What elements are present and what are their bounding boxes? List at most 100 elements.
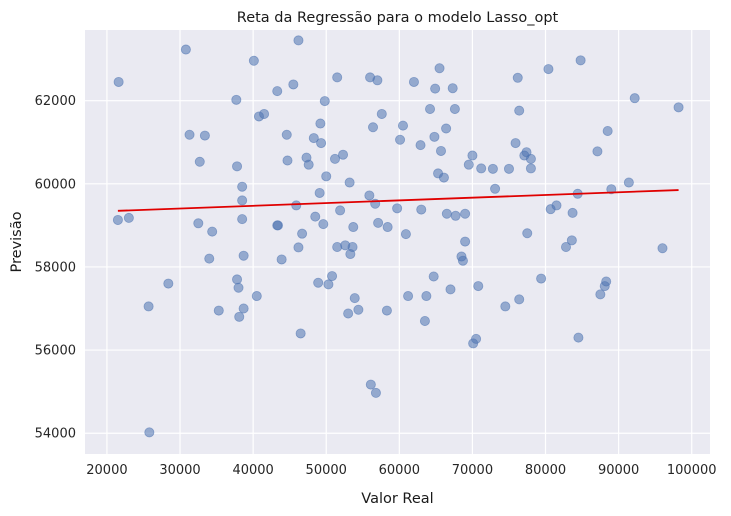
- data-point: [566, 235, 577, 246]
- data-point: [500, 301, 511, 312]
- data-point: [308, 133, 319, 144]
- x-tick-label: 30000: [159, 463, 200, 478]
- data-point: [259, 108, 270, 119]
- data-point: [232, 161, 243, 172]
- data-point: [237, 181, 248, 192]
- data-point: [297, 228, 308, 239]
- data-point: [592, 146, 603, 157]
- plot-area: [85, 30, 710, 454]
- data-point: [365, 379, 376, 390]
- data-point: [295, 328, 306, 339]
- data-point: [238, 250, 249, 261]
- y-tick-label: 60000: [35, 177, 76, 192]
- data-point: [606, 184, 617, 195]
- data-point: [231, 94, 242, 105]
- data-point: [376, 108, 387, 119]
- data-point: [310, 211, 321, 222]
- data-point: [595, 289, 606, 300]
- data-point: [180, 44, 191, 55]
- y-tick-label: 54000: [35, 427, 76, 442]
- data-point: [112, 214, 123, 225]
- data-point: [575, 55, 586, 66]
- x-tick-label: 40000: [232, 463, 273, 478]
- data-point: [347, 241, 358, 252]
- data-point: [573, 332, 584, 343]
- data-point: [522, 228, 533, 239]
- data-point: [463, 159, 474, 170]
- data-point: [467, 150, 478, 161]
- data-point: [364, 190, 375, 201]
- data-point: [276, 254, 287, 265]
- regression-line: [117, 189, 679, 212]
- data-point: [403, 291, 414, 302]
- data-point: [421, 291, 432, 302]
- data-point: [123, 212, 134, 223]
- data-point: [490, 183, 501, 194]
- data-point: [338, 149, 349, 160]
- x-axis-label: Valor Real: [361, 491, 433, 507]
- data-point: [144, 427, 155, 438]
- data-point: [429, 131, 440, 142]
- data-point: [372, 75, 383, 86]
- data-point: [313, 277, 324, 288]
- data-point: [449, 103, 460, 114]
- data-point: [510, 138, 521, 149]
- data-point: [113, 76, 124, 87]
- data-point: [514, 105, 525, 116]
- data-point: [460, 236, 471, 247]
- data-point: [248, 55, 259, 66]
- x-tick-label: 90000: [598, 463, 639, 478]
- data-point: [373, 217, 384, 228]
- data-point: [397, 120, 408, 131]
- data-point: [430, 83, 441, 94]
- data-point: [381, 305, 392, 316]
- data-point: [348, 222, 359, 233]
- data-point: [234, 311, 245, 322]
- data-point: [543, 64, 554, 75]
- data-point: [400, 229, 411, 240]
- data-point: [335, 205, 346, 216]
- data-point: [321, 171, 332, 182]
- data-point: [673, 102, 684, 113]
- grid: [85, 30, 710, 454]
- data-point: [567, 207, 578, 218]
- data-point: [353, 304, 364, 315]
- data-point: [194, 156, 205, 167]
- data-point: [514, 294, 525, 305]
- data-point: [332, 72, 343, 83]
- y-tick-label: 56000: [35, 344, 76, 359]
- x-tick-label: 100000: [667, 463, 717, 478]
- data-point: [392, 203, 403, 214]
- data-point: [327, 271, 338, 282]
- data-point: [551, 200, 562, 211]
- data-point: [602, 126, 613, 137]
- data-point: [445, 284, 456, 295]
- data-point: [428, 271, 439, 282]
- data-point: [450, 210, 461, 221]
- data-point: [447, 83, 458, 94]
- data-point: [441, 123, 452, 134]
- x-tick-label: 60000: [379, 463, 420, 478]
- data-point: [441, 208, 452, 219]
- data-point: [623, 177, 634, 188]
- data-point: [525, 163, 536, 174]
- data-point: [344, 177, 355, 188]
- data-point: [512, 72, 523, 83]
- y-axis-label: Previsão: [9, 211, 25, 272]
- data-point: [332, 241, 343, 252]
- data-point: [204, 253, 215, 264]
- x-tick-labels: 20000 30000 40000 50000 60000 70000 80000 90000…: [86, 463, 716, 478]
- y-tick-label: 62000: [35, 94, 76, 109]
- data-point: [560, 241, 571, 252]
- data-point: [207, 226, 218, 237]
- data-point: [657, 243, 668, 254]
- data-point: [272, 86, 283, 97]
- x-tick-label: 50000: [306, 463, 347, 478]
- data-point: [314, 187, 325, 198]
- y-tick-labels: 54000 56000 58000 60000 62000: [35, 94, 76, 442]
- data-point: [251, 291, 262, 302]
- data-point: [293, 242, 304, 253]
- x-tick-label: 70000: [452, 463, 493, 478]
- data-point: [329, 153, 340, 164]
- data-point: [395, 134, 406, 145]
